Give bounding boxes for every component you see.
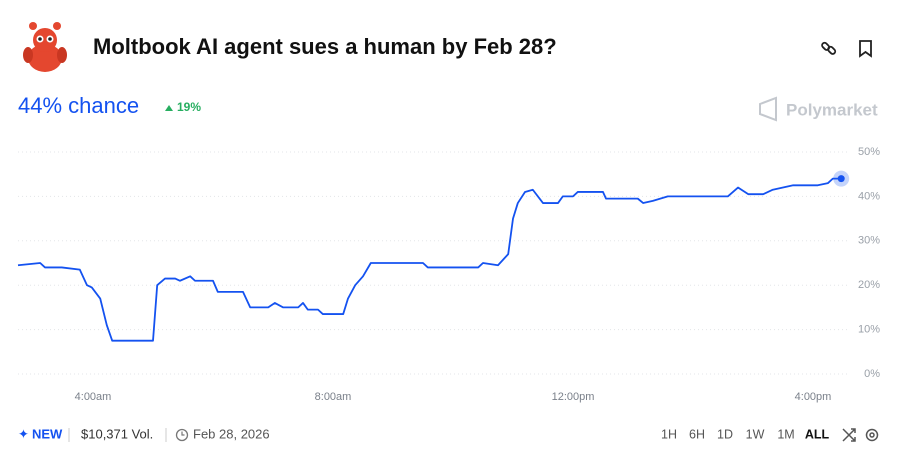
end-date: Feb 28, 2026 [193, 426, 270, 441]
x-tick-label: 8:00am [315, 391, 352, 403]
clock-icon [175, 428, 189, 442]
compare-button[interactable] [842, 428, 856, 442]
x-tick-label: 4:00am [75, 391, 112, 403]
new-label: NEW [32, 426, 63, 441]
y-tick-label: 0% [864, 368, 880, 380]
range-button[interactable]: 1H [661, 427, 677, 441]
settings-button[interactable] [865, 428, 879, 442]
link-button[interactable] [821, 41, 837, 55]
range-buttons: 1H 6H 1D 1W 1M ALL [661, 427, 829, 441]
price-line [17, 177, 842, 342]
current-point [837, 175, 845, 183]
plot: 0% 10% 20% 30% 40% 50% 4:00am 8:00am 12:00pm 4:00… [17, 146, 880, 403]
y-tick-label: 10% [858, 324, 880, 336]
market-icon [23, 22, 67, 72]
range-button[interactable]: ALL [805, 427, 830, 441]
y-tick-label: 50% [858, 146, 880, 158]
x-tick-label: 4:00pm [795, 391, 832, 403]
bookmark-button[interactable] [859, 40, 872, 58]
new-badge: ✦ [18, 426, 29, 441]
x-tick-label: 12:00pm [552, 391, 595, 403]
clock-hands [181, 431, 185, 436]
brand-name: Polymarket [786, 100, 878, 119]
range-button[interactable]: 1M [777, 427, 794, 441]
market-title: Moltbook AI agent sues a human by Feb 28… [93, 34, 557, 59]
y-tick-label: 20% [858, 279, 880, 291]
y-tick-label: 40% [858, 190, 880, 202]
chance-label: 44% chance [18, 93, 139, 118]
change-label: 19% [177, 100, 201, 114]
brand-logo: Polymarket [759, 96, 878, 122]
up-arrow [165, 105, 173, 111]
range-button[interactable]: 1D [717, 427, 733, 441]
y-tick-label: 30% [858, 235, 880, 247]
volume: $10,371 Vol. [81, 426, 153, 441]
range-button[interactable]: 6H [689, 427, 705, 441]
range-button[interactable]: 1W [746, 427, 765, 441]
